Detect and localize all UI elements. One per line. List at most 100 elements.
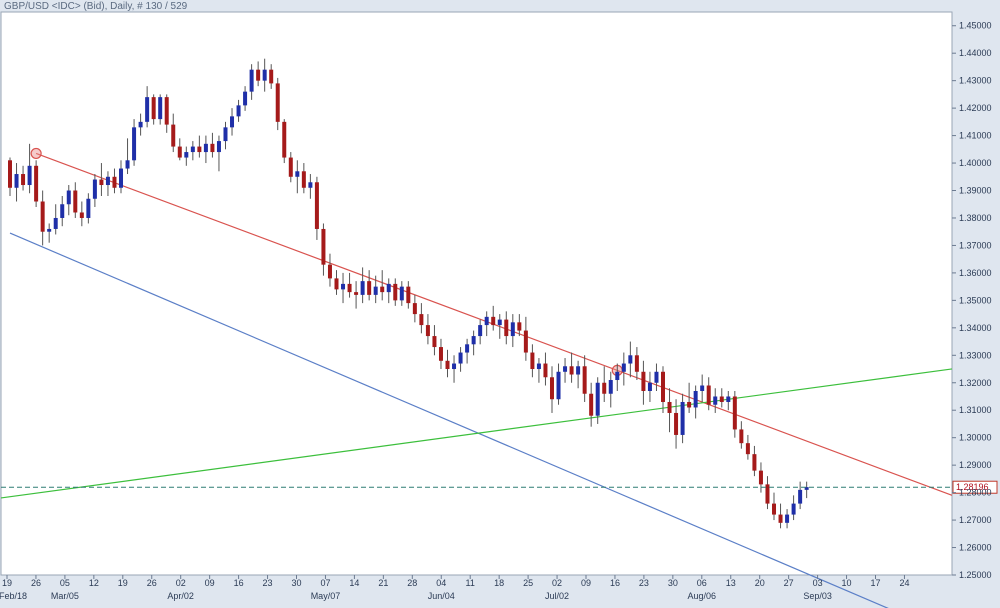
candle-body-down: [288, 157, 293, 177]
candle: [197, 135, 202, 158]
candle-body-down: [367, 281, 372, 295]
y-axis: 1.25000 1.26000 1.27000 1.28000 1.29000 1.300…: [952, 21, 992, 580]
candle: [112, 168, 117, 194]
candle-body-up: [14, 174, 19, 188]
x-tick-label: 26: [31, 578, 41, 588]
candle: [713, 388, 718, 413]
candle-body-up: [465, 344, 470, 353]
candle: [216, 135, 221, 172]
candle-body-up: [798, 489, 803, 504]
candle-body-down: [732, 396, 737, 430]
candle: [14, 163, 19, 202]
candle: [634, 347, 639, 381]
candle-body-up: [216, 141, 221, 153]
x-tick-label: 30: [668, 578, 678, 588]
candle: [105, 171, 110, 197]
candle-body-up: [125, 160, 130, 169]
candle-body-up: [628, 355, 633, 364]
candle: [301, 163, 306, 194]
candle-body-down: [327, 264, 332, 279]
candle: [530, 344, 535, 378]
y-tick-label: 1.42000: [959, 103, 992, 113]
candle: [491, 305, 496, 331]
candle-body-up: [230, 116, 235, 128]
candle-body-down: [491, 316, 496, 326]
candle-body-down: [687, 401, 692, 408]
candle-body-down: [197, 146, 202, 153]
candle: [654, 363, 659, 391]
candle: [171, 113, 176, 153]
candle: [517, 314, 522, 337]
y-tick-label: 1.29000: [959, 460, 992, 470]
x-tick-label: 19: [118, 578, 128, 588]
candle: [445, 349, 450, 378]
x-tick-label: 18: [494, 578, 504, 588]
candle-body-up: [510, 322, 515, 337]
y-tick-label: 1.26000: [959, 543, 992, 553]
candle: [86, 193, 91, 224]
y-tick-label: 1.31000: [959, 405, 992, 415]
candle: [190, 141, 195, 161]
candle-body-down: [634, 355, 639, 372]
candle: [732, 390, 737, 438]
candle: [589, 382, 594, 427]
x-month-label: May/07: [311, 591, 341, 601]
candle-body-up: [66, 190, 71, 205]
candle: [360, 267, 365, 304]
candle: [47, 223, 52, 243]
y-tick-label: 1.27000: [959, 515, 992, 525]
candle: [419, 303, 424, 334]
x-tick-label: 24: [899, 578, 909, 588]
candle-body-down: [380, 286, 385, 293]
x-tick-label: 07: [320, 578, 330, 588]
candle-body-up: [203, 143, 208, 153]
candle-body-down: [419, 314, 424, 326]
candle-body-up: [693, 390, 698, 408]
candle-body-down: [164, 97, 169, 125]
candle-body-down: [517, 322, 522, 331]
candle-body-down: [504, 319, 509, 337]
candle: [602, 366, 607, 402]
candle: [563, 358, 568, 383]
candle: [119, 160, 124, 194]
y-tick-label: 1.44000: [959, 48, 992, 58]
candle: [373, 275, 378, 304]
candle: [608, 371, 613, 408]
candle: [92, 174, 97, 207]
x-tick-label: 19: [2, 578, 12, 588]
candle: [745, 434, 750, 460]
candle: [791, 495, 796, 521]
candle-body-down: [34, 165, 39, 202]
plot-area[interactable]: [0, 11, 953, 576]
candle-body-up: [295, 171, 300, 177]
candle-body-up: [497, 319, 502, 326]
y-tick-label: 1.45000: [959, 21, 992, 31]
candle-body-down: [21, 174, 26, 186]
x-tick-label: 11: [466, 578, 475, 588]
candle-body-down: [73, 190, 78, 213]
x-tick-label: 02: [552, 578, 562, 588]
candle-body-down: [549, 377, 554, 400]
y-tick-label: 1.25000: [959, 570, 992, 580]
candle: [471, 330, 476, 356]
candle: [367, 270, 372, 301]
x-tick-label: 25: [523, 578, 533, 588]
candle: [719, 388, 724, 408]
candle-body-up: [484, 316, 489, 326]
candles: [8, 58, 809, 529]
candle: [556, 363, 561, 405]
y-tick-label: 1.37000: [959, 240, 992, 250]
candle-body-up: [452, 363, 457, 370]
candle: [523, 316, 528, 361]
candle-body-down: [393, 283, 398, 301]
x-tick-label: 09: [205, 578, 215, 588]
x-tick-label: 23: [263, 578, 273, 588]
candle-body-up: [308, 182, 313, 188]
x-tick-label: 16: [610, 578, 620, 588]
candle-body-down: [275, 83, 280, 122]
candle-body-down: [719, 396, 724, 402]
candle: [765, 476, 770, 510]
candle-body-up: [563, 366, 568, 372]
candle: [693, 385, 698, 419]
